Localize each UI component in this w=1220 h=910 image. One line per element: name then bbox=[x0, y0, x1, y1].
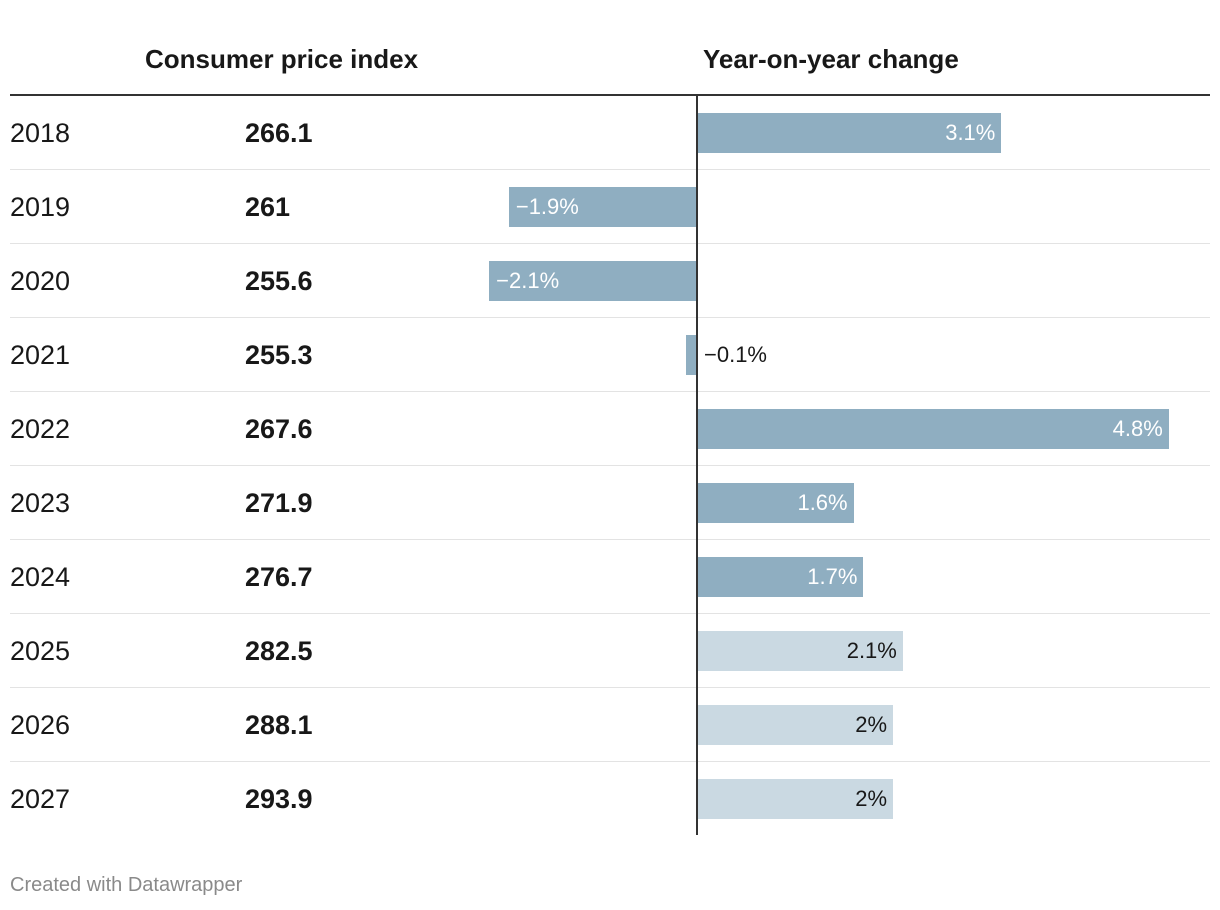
year-cell: 2027 bbox=[10, 784, 71, 814]
row-divider bbox=[10, 539, 1210, 540]
change-bar bbox=[696, 409, 1169, 449]
row-divider bbox=[10, 613, 1210, 614]
cpi-value-cell: 255.6 bbox=[245, 266, 313, 296]
change-label: 1.7% bbox=[807, 564, 858, 589]
yoy-column-header: Year-on-year change bbox=[703, 44, 959, 74]
table-row: 2026 288.1 2% bbox=[10, 688, 1210, 762]
row-divider bbox=[10, 465, 1210, 466]
cpi-value-cell: 261 bbox=[245, 192, 291, 222]
change-label: 2.1% bbox=[846, 638, 897, 663]
change-label: 3.1% bbox=[945, 120, 996, 145]
year-cell: 2025 bbox=[10, 636, 71, 666]
cpi-value-cell: 282.5 bbox=[245, 636, 313, 666]
change-label: 2% bbox=[855, 786, 887, 811]
cpi-value-cell: 255.3 bbox=[245, 340, 313, 370]
change-bar bbox=[489, 261, 696, 301]
year-cell: 2022 bbox=[10, 414, 71, 444]
cpi-value-cell: 276.7 bbox=[245, 562, 313, 592]
change-label: 1.6% bbox=[797, 490, 848, 515]
forecast-change-bar bbox=[696, 779, 893, 819]
forecast-change-bar bbox=[696, 705, 893, 745]
row-divider bbox=[10, 391, 1210, 392]
row-divider bbox=[10, 169, 1210, 170]
year-cell: 2019 bbox=[10, 192, 71, 222]
change-bar bbox=[686, 335, 696, 375]
year-cell: 2018 bbox=[10, 118, 71, 148]
cpi-value-cell: 271.9 bbox=[245, 488, 313, 518]
table-row: 2025 282.5 2.1% bbox=[10, 614, 1210, 688]
change-label: 4.8% bbox=[1112, 416, 1163, 441]
table-row: 2024 276.7 1.7% bbox=[10, 540, 1210, 614]
change-bar bbox=[696, 113, 1002, 153]
cpi-value-cell: 293.9 bbox=[245, 784, 313, 814]
change-label: −1.9% bbox=[515, 194, 579, 219]
table-row: 2027 293.9 2% bbox=[10, 762, 1210, 836]
table-row: 2020 255.6 −2.1% bbox=[10, 244, 1210, 318]
row-divider bbox=[10, 243, 1210, 244]
change-bar bbox=[508, 187, 696, 227]
year-cell: 2023 bbox=[10, 488, 71, 518]
table-row: 2019 261 −1.9% bbox=[10, 170, 1210, 244]
table-row: 2021 255.3 −0.1% bbox=[10, 318, 1210, 392]
change-bar bbox=[696, 557, 864, 597]
zero-axis-line bbox=[696, 95, 698, 835]
header-divider bbox=[10, 94, 1210, 96]
year-cell: 2024 bbox=[10, 562, 71, 592]
year-cell: 2026 bbox=[10, 710, 71, 740]
cpi-column-header: Consumer price index bbox=[145, 44, 419, 74]
change-label: −2.1% bbox=[496, 268, 560, 293]
table-row: 2022 267.6 4.8% bbox=[10, 392, 1210, 466]
change-label: 2% bbox=[855, 712, 887, 737]
row-divider bbox=[10, 687, 1210, 688]
year-cell: 2021 bbox=[10, 340, 71, 370]
cpi-value-cell: 266.1 bbox=[245, 118, 313, 148]
forecast-change-bar bbox=[696, 631, 903, 671]
change-label: −0.1% bbox=[704, 342, 767, 367]
row-divider bbox=[10, 317, 1210, 318]
cpi-value-cell: 267.6 bbox=[245, 414, 313, 444]
year-cell: 2020 bbox=[10, 266, 71, 296]
table-row: 2018 266.1 3.1% bbox=[10, 96, 1210, 170]
credit-footer: Created with Datawrapper bbox=[10, 874, 243, 896]
change-bar bbox=[696, 483, 854, 523]
table-row: 2023 271.9 1.6% bbox=[10, 466, 1210, 540]
cpi-value-cell: 288.1 bbox=[245, 710, 313, 740]
row-divider bbox=[10, 761, 1210, 762]
